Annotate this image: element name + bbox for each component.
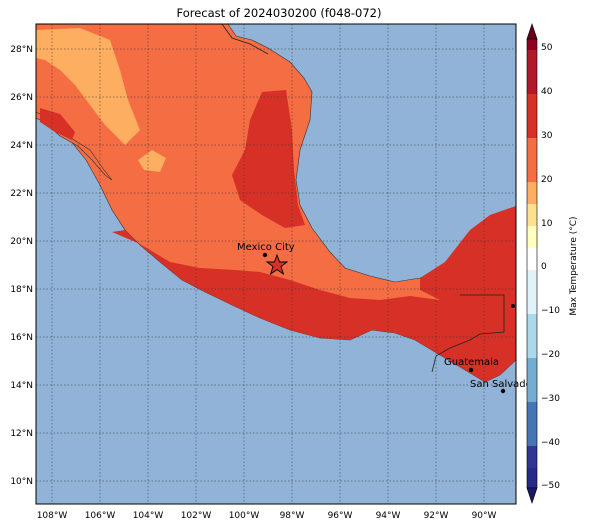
x-tick-label: 108°W xyxy=(37,511,68,521)
x-tick-label: 102°W xyxy=(181,511,212,521)
map-title: Forecast of 2024030200 (f048-072) xyxy=(176,6,382,20)
map-panel: Mexico City Guatemala San Salvador xyxy=(35,23,537,505)
colorbar-tick-labels: 50 40 30 20 10 0 −10 −20 −30 −40 −50 xyxy=(541,43,560,491)
city-label-guatemala: Guatemala xyxy=(444,357,499,368)
city-marker-mexico-city xyxy=(262,252,268,258)
colorbar-label: Max Temperature (°C) xyxy=(569,216,579,315)
x-tick-label: 104°W xyxy=(133,511,164,521)
y-tick-label: 20°N xyxy=(10,237,33,247)
region-hot-yucatan xyxy=(420,206,516,300)
y-tick-label: 26°N xyxy=(10,93,33,103)
region-hot-south xyxy=(112,210,516,382)
x-tick-label: 90°W xyxy=(472,511,497,521)
colorbar-tick: 0 xyxy=(541,262,547,272)
colorbar-tick: 50 xyxy=(541,43,553,53)
colorbar xyxy=(526,23,538,504)
y-tick-label: 28°N xyxy=(10,45,33,55)
y-tick-label: 12°N xyxy=(10,429,33,439)
city-marker-east xyxy=(511,304,515,308)
region-cool-north xyxy=(36,28,140,145)
colorbar-tick: −30 xyxy=(541,394,560,404)
colorbar-tick: −50 xyxy=(541,481,560,491)
y-tick-label: 24°N xyxy=(10,141,33,151)
colorbar-tick: 10 xyxy=(541,219,553,229)
colorbar-tick: −40 xyxy=(541,438,560,448)
colorbar-tick: −20 xyxy=(541,350,560,360)
colorbar-bottom-arrow xyxy=(526,487,538,504)
map-frame xyxy=(35,23,517,505)
x-tick-label: 100°W xyxy=(229,511,260,521)
y-axis-labels: 28°N 26°N 24°N 22°N 20°N 18°N 16°N 14°N … xyxy=(10,45,33,487)
city-label-mexico-city: Mexico City xyxy=(237,242,295,253)
colorbar-top-arrow xyxy=(526,23,538,40)
star-icon xyxy=(265,253,289,276)
colorbar-tick: 40 xyxy=(541,87,553,97)
border-us-mexico xyxy=(221,23,269,55)
x-tick-label: 98°W xyxy=(280,511,305,521)
x-tick-label: 94°W xyxy=(376,511,401,521)
x-tick-label: 106°W xyxy=(85,511,116,521)
y-tick-label: 10°N xyxy=(10,477,33,487)
city-marker-san-salvador xyxy=(500,388,506,394)
city-label-san-salvador: San Salvador xyxy=(470,379,537,390)
colorbar-tick: 20 xyxy=(541,175,553,185)
x-tick-label: 96°W xyxy=(328,511,353,521)
city-marker-guatemala xyxy=(468,367,474,373)
x-tick-label: 92°W xyxy=(424,511,449,521)
y-tick-label: 22°N xyxy=(10,189,33,199)
x-axis-labels: 108°W 106°W 104°W 102°W 100°W 98°W 96°W … xyxy=(37,511,497,521)
y-tick-label: 16°N xyxy=(10,333,33,343)
region-cool-patch xyxy=(138,150,166,172)
y-tick-label: 14°N xyxy=(10,381,33,391)
region-hot-west-coast xyxy=(40,108,75,140)
y-tick-label: 18°N xyxy=(10,285,33,295)
region-hot-northeast xyxy=(232,90,305,228)
gridlines xyxy=(36,24,516,504)
colorbar-tick: −10 xyxy=(541,306,560,316)
colorbar-tick: 30 xyxy=(541,131,553,141)
